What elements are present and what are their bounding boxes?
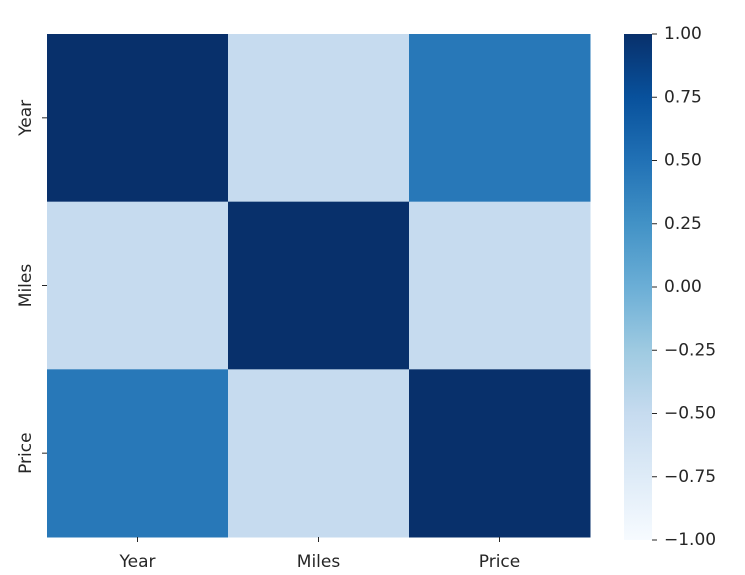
heatmap-cell-1-1 [228,201,410,370]
x-axis: Year Miles Price [119,537,520,572]
heatmap-cell-0-1 [228,34,410,203]
y-tick-label: Year [16,100,36,137]
colorbar [624,34,652,540]
heatmap-cell-2-0 [47,369,229,538]
y-tick-label: Price [16,432,36,473]
heatmap-cell-1-2 [409,201,591,370]
colorbar-tick-label: −1.00 [664,530,716,550]
colorbar-tick-label: 0.00 [664,277,702,297]
colorbar-tick-label: 1.00 [664,24,702,44]
heatmap-cell-2-1 [228,369,410,538]
heatmap-cell-2-2 [409,369,591,538]
colorbar-tick-label: −0.25 [664,340,716,360]
x-tick-label: Year [119,552,156,572]
heatmap-cell-0-2 [409,34,591,203]
x-tick-label: Miles [297,552,341,572]
heatmap-cell-1-0 [47,201,229,370]
colorbar-ticks: 1.00 0.75 0.50 0.25 0.00 −0.25 −0.50 −0.75 −1.00 [652,24,716,550]
y-tick-label: Miles [16,264,36,308]
x-tick-label: Price [479,552,520,572]
colorbar-gradient [624,34,652,540]
colorbar-tick-label: 0.50 [664,151,702,171]
colorbar-tick-label: −0.75 [664,467,716,487]
y-axis: Year Miles Price [16,100,47,474]
heatmap-cell-0-0 [47,34,229,203]
colorbar-tick-label: 0.75 [664,87,702,107]
colorbar-tick-label: 0.25 [664,214,702,234]
colorbar-tick-label: −0.50 [664,404,716,424]
heatmap-cells [47,34,591,538]
